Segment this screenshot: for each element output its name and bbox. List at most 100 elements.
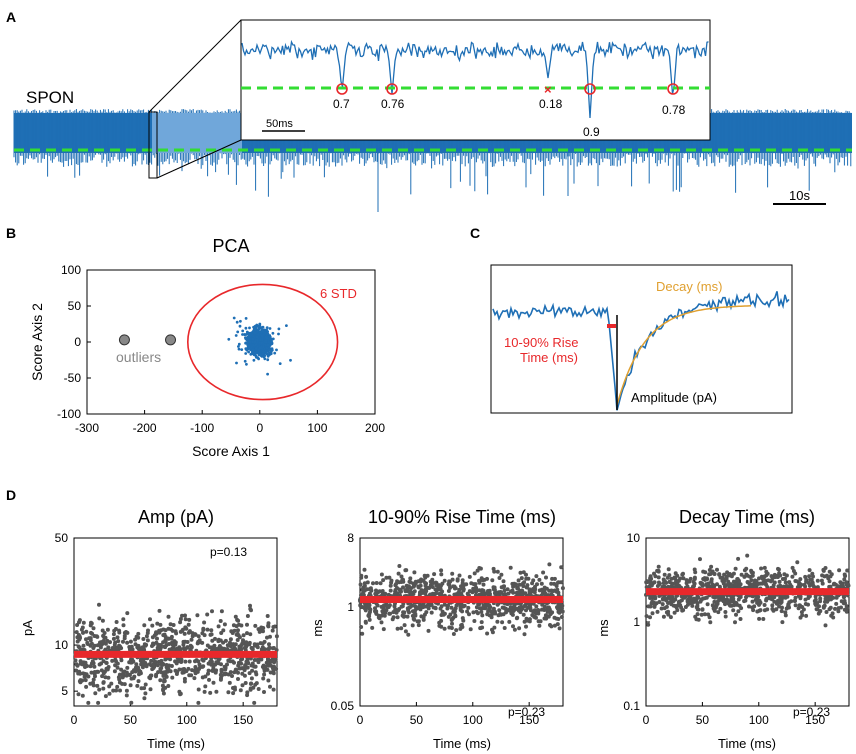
decay-point — [688, 601, 693, 606]
decay-point — [664, 604, 669, 609]
rise-point — [547, 562, 552, 567]
decay-point — [803, 574, 808, 579]
amp-point — [115, 684, 120, 689]
amp-point — [209, 662, 214, 667]
amp-point — [111, 632, 116, 637]
rise-point — [513, 583, 518, 588]
amp-point — [189, 637, 194, 642]
rise-point — [506, 608, 511, 613]
rise-point — [458, 626, 463, 631]
amp-point — [248, 603, 252, 608]
event-marker-3: × 0.18 — [539, 82, 563, 111]
decay-point — [757, 598, 761, 603]
rise-point — [497, 608, 502, 613]
amp-point — [259, 657, 264, 662]
event-marker-label: 0.7 — [333, 97, 350, 111]
amp-point — [210, 609, 214, 614]
amp-point — [261, 629, 265, 634]
amp-point — [211, 680, 216, 685]
decay-point — [828, 595, 832, 600]
decay-point — [736, 609, 741, 614]
rise-point — [423, 580, 428, 585]
decay-point — [839, 605, 843, 610]
pca-xlabel: Score Axis 1 — [192, 443, 270, 459]
amp-point — [124, 670, 129, 675]
rise-point — [485, 612, 490, 617]
amp-point — [124, 693, 129, 698]
rise-point — [460, 586, 465, 591]
amp-y-tick-label: 50 — [55, 531, 69, 545]
amp-point — [166, 636, 171, 641]
rise-point — [467, 574, 472, 579]
decay-point — [675, 608, 680, 613]
rise-point — [381, 606, 386, 611]
decay-point — [818, 609, 823, 613]
pca-point — [244, 317, 248, 320]
amp-point — [214, 689, 219, 694]
pca-point — [235, 361, 238, 365]
amp-x-tick-label: 100 — [177, 713, 197, 727]
rise-point — [416, 623, 421, 628]
rise-point — [555, 605, 559, 610]
decay-point — [802, 582, 807, 587]
rise-point — [405, 587, 410, 592]
rise-point — [524, 624, 528, 629]
decay-point — [731, 608, 736, 613]
amp-point — [136, 646, 141, 651]
amp-point — [145, 638, 150, 643]
pca-6std-boundary — [186, 283, 339, 401]
decay-point — [817, 604, 821, 609]
amp-point — [92, 671, 97, 676]
rise-point — [416, 585, 421, 590]
amp-point — [75, 663, 80, 668]
amp-point — [194, 666, 198, 671]
decay-point — [824, 610, 829, 614]
amp-point — [161, 627, 166, 632]
event-circle — [336, 83, 348, 95]
rise-point — [534, 574, 539, 579]
amp-point — [101, 686, 106, 691]
decay-point — [793, 595, 798, 600]
decay-point — [749, 578, 754, 583]
rise-point — [363, 608, 368, 613]
decay-point — [780, 577, 785, 581]
pca-point — [257, 325, 261, 328]
decay-point — [796, 580, 801, 585]
amp-point — [237, 666, 242, 671]
amp-point — [201, 664, 206, 669]
decay-point — [664, 580, 669, 585]
pca-point — [246, 343, 250, 347]
amp-point — [95, 683, 100, 688]
decay-point — [778, 597, 783, 602]
rise-point — [552, 581, 557, 586]
pca-point — [249, 352, 253, 356]
decay-point — [656, 569, 661, 574]
amp-point — [97, 687, 102, 692]
amp-point — [158, 622, 163, 627]
amp-point — [236, 677, 240, 681]
decay-point — [747, 604, 751, 609]
amp-point — [271, 671, 276, 676]
rise-point — [471, 582, 476, 587]
amp-point — [248, 607, 253, 611]
amp-point — [106, 665, 111, 669]
amp-point — [88, 638, 93, 643]
amp-point — [96, 700, 101, 705]
rise-point — [537, 588, 542, 593]
amp-point — [101, 671, 106, 676]
amp-point — [197, 667, 201, 671]
decay-point — [711, 594, 716, 599]
decay-point — [729, 583, 734, 588]
pca-point — [245, 362, 248, 366]
amp-point — [139, 657, 143, 662]
amp-point — [79, 627, 84, 632]
amp-point — [209, 632, 214, 637]
decay-point — [821, 604, 826, 609]
amp-point — [236, 618, 241, 623]
amplitude-label: Amplitude (pA) — [631, 390, 717, 405]
rise-point — [556, 617, 561, 621]
event-marker-label: 0.76 — [381, 97, 405, 111]
amp-point — [114, 688, 119, 693]
amp-point — [190, 634, 195, 639]
